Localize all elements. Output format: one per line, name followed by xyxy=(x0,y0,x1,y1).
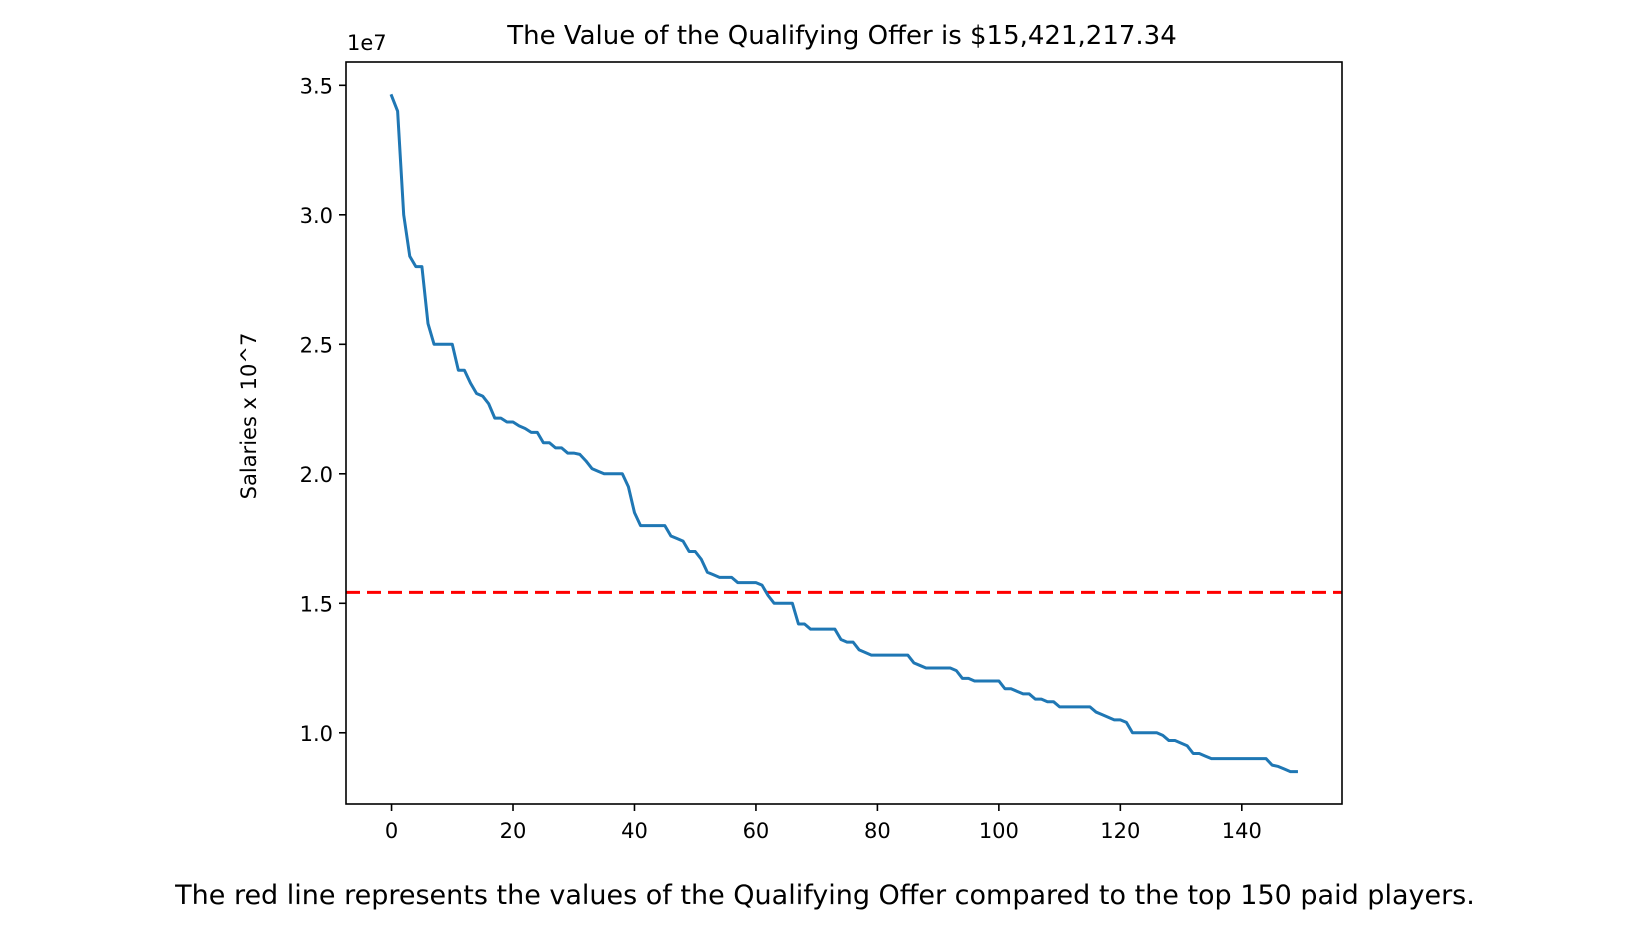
x-tick-label: 80 xyxy=(864,819,891,843)
x-tick-label: 120 xyxy=(1100,819,1140,843)
x-tick-label: 0 xyxy=(385,819,398,843)
x-tick-label: 140 xyxy=(1222,819,1262,843)
x-tick-label: 40 xyxy=(621,819,648,843)
axes: 0 20 40 60 80 100 120 140 1.0 1.5 2.0 2.5 3.0 3.5 xyxy=(300,61,1343,843)
y-tick-label: 1.0 xyxy=(300,722,333,746)
salary-series-line xyxy=(389,93,1298,774)
chart-caption: The red line represents the values of th… xyxy=(174,880,1475,911)
x-tick-label: 100 xyxy=(979,819,1019,843)
y-tick-label: 2.5 xyxy=(300,333,333,357)
y-tick-label: 2.0 xyxy=(300,463,333,487)
axes-frame xyxy=(345,61,1343,805)
y-axis-label: Salaries x 10^7 xyxy=(237,333,261,500)
chart-title: The Value of the Qualifying Offer is $15… xyxy=(506,21,1177,51)
y-tick-label: 1.5 xyxy=(300,592,333,616)
x-tick-label: 60 xyxy=(743,819,770,843)
y-axis-offset-label: 1e7 xyxy=(347,31,387,55)
y-tick-label: 3.5 xyxy=(300,74,333,98)
plot-area xyxy=(346,93,1342,774)
y-tick-label: 3.0 xyxy=(300,204,333,228)
x-tick-label: 20 xyxy=(500,819,527,843)
